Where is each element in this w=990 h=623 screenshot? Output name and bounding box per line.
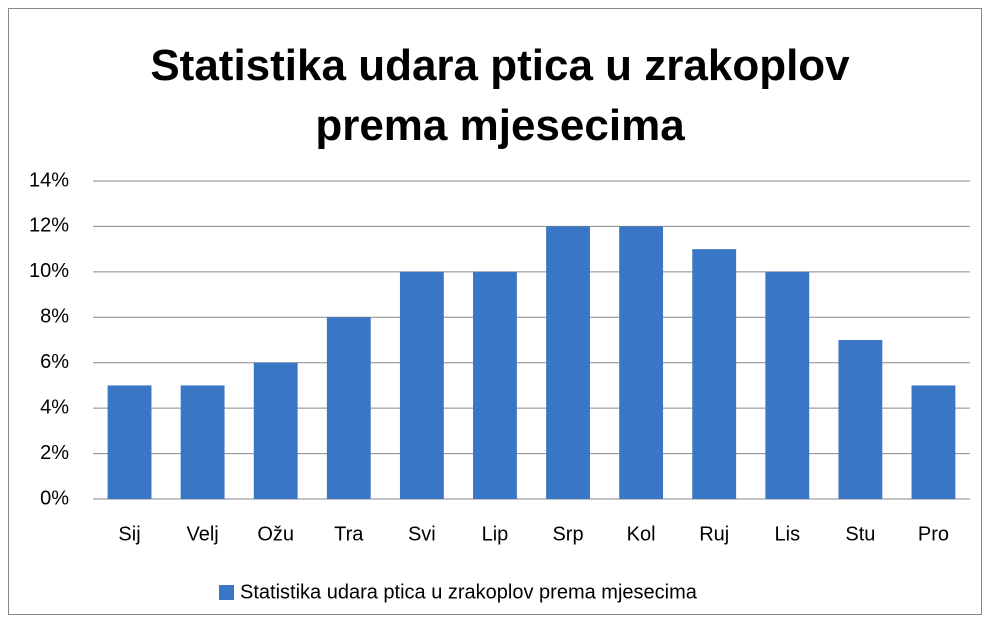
bar (326, 317, 371, 499)
x-tick-label: Stu (845, 523, 875, 545)
y-tick-label: 4% (40, 396, 69, 418)
x-tick-label: Lis (775, 523, 801, 545)
y-tick-label: 0% (40, 487, 69, 509)
x-tick-label: Ruj (699, 523, 729, 545)
bar (619, 226, 664, 499)
bar (473, 271, 517, 499)
y-tick-label: 8% (40, 306, 69, 328)
bar (838, 340, 883, 499)
x-tick-label: Kol (627, 523, 656, 545)
legend-label: Statistika udara ptica u zrakoplov prema… (240, 581, 698, 603)
y-tick-label: 12% (29, 215, 69, 237)
x-tick-label: Tra (334, 523, 364, 545)
legend-swatch (219, 585, 234, 600)
x-tick-label: Lip (482, 523, 509, 545)
x-tick-label: Srp (552, 523, 583, 545)
bar (546, 226, 590, 499)
bar (107, 385, 152, 499)
x-tick-label: Velj (187, 523, 219, 545)
bar (692, 249, 737, 499)
bar (911, 385, 956, 499)
y-tick-label: 14% (29, 169, 69, 191)
bar (399, 271, 444, 499)
x-tick-label: Pro (918, 523, 949, 545)
bar (180, 385, 225, 499)
bar (253, 362, 298, 499)
bar (765, 271, 810, 499)
x-tick-label: Ožu (257, 523, 294, 545)
x-tick-label: Sij (118, 523, 140, 545)
y-tick-label: 2% (40, 442, 69, 464)
x-tick-label: Svi (408, 523, 436, 545)
y-tick-label: 6% (40, 351, 69, 373)
y-tick-label: 10% (29, 260, 69, 282)
chart-title: Statistika udara ptica u zrakoplov prema… (150, 41, 850, 150)
